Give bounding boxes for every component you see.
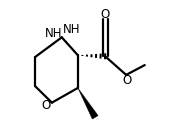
Text: O: O [122, 74, 131, 87]
Text: O: O [42, 99, 51, 112]
Polygon shape [78, 88, 98, 119]
Text: O: O [100, 8, 110, 21]
Text: NH: NH [45, 27, 62, 40]
Text: NH: NH [63, 23, 80, 36]
